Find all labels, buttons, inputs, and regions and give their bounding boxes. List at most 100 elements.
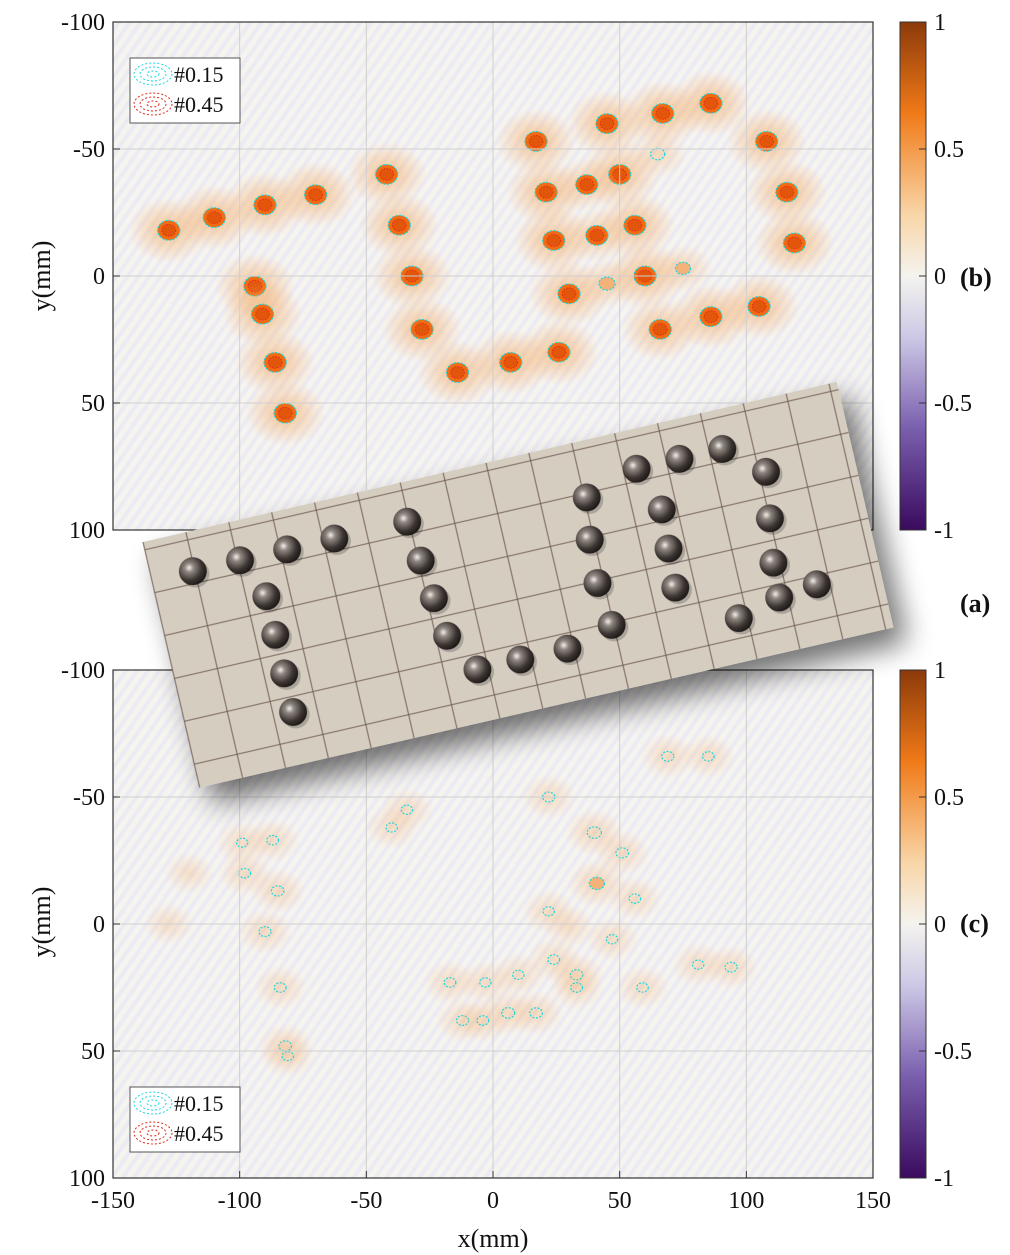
photo-grid-line [785, 393, 844, 640]
colorbar-tick-label: 0 [934, 912, 946, 938]
peak-blob [252, 965, 308, 1010]
peak-blob [563, 208, 631, 263]
x-tick-label: -100 [218, 1188, 262, 1214]
steel-ball [665, 444, 694, 473]
peak-blob [495, 108, 577, 175]
peak-blob [640, 733, 696, 779]
photo-ball-array [142, 381, 894, 788]
panel-label-b: (b) [960, 263, 992, 292]
x-tick-label: 150 [855, 1188, 891, 1214]
peak-blob [379, 787, 434, 832]
steel-ball [252, 582, 281, 611]
legend-swatch-high-b [133, 92, 173, 116]
steel-ball [393, 507, 422, 536]
peak-blob [746, 159, 828, 226]
legend-swatch-low-b [133, 62, 173, 86]
steel-ball [433, 621, 462, 650]
steel-ball [419, 584, 448, 613]
legend-label-low-c: #0.15 [174, 1091, 224, 1116]
steel-ball [506, 645, 535, 674]
steel-ball [622, 454, 651, 483]
colorbar-tick-label: -1 [934, 1166, 954, 1192]
x-tick-labels-c: -150 -100 -50 0 50 100 150 [91, 1188, 891, 1214]
peak-blob [753, 210, 835, 276]
colorbar-tick-label: -1 [934, 518, 954, 544]
steel-ball [755, 504, 784, 533]
peak-blob [615, 965, 670, 1010]
steel-ball [273, 535, 302, 564]
peak-blob [518, 319, 600, 386]
x-tick-label: 50 [608, 1188, 632, 1214]
photo-grid-line [174, 517, 869, 680]
peak-blob [542, 904, 596, 949]
peak-blob [576, 258, 638, 309]
panel-label-c: (c) [960, 909, 989, 938]
legend-box-b [129, 57, 241, 124]
colorbar-tick-label: -0.5 [934, 1039, 972, 1065]
legend-swatch-low-c [133, 1091, 173, 1115]
steel-ball [553, 634, 582, 663]
peak-blob [237, 909, 293, 955]
steel-ball [751, 457, 780, 486]
colorbar-ticks-b: 1 0.5 0 -0.5 -1 [919, 10, 972, 544]
y-tick-label: -50 [73, 137, 105, 163]
y-tick-label: 0 [93, 912, 105, 938]
y-tick-label: -100 [61, 10, 105, 36]
panel-b-heatmap: -100 -50 0 50 100 y(mm) #0.15 #0.45 1 0.5 0 -0.… [27, 10, 992, 544]
colorbar-tick-label: 0.5 [934, 785, 964, 811]
peak-blob [585, 917, 639, 962]
peak-blob [653, 244, 713, 293]
steel-ball [765, 583, 794, 612]
colorbar-tick-label: -0.5 [934, 391, 972, 417]
steel-ball [572, 483, 601, 512]
photo-grid-line [571, 442, 630, 689]
y-axis-label-b: y(mm) [27, 241, 56, 312]
peak-blob [549, 965, 604, 1010]
legend-box-c [129, 1086, 241, 1153]
photo-grid-line [828, 383, 887, 630]
colorbar-tick-label: 0.5 [934, 137, 964, 163]
x-tick-label: 0 [487, 1188, 499, 1214]
peak-blob [508, 990, 564, 1036]
legend-swatch-high-c [133, 1121, 173, 1145]
y-tick-labels-b: -100 -50 0 50 100 [61, 10, 120, 544]
photo-grid-line [144, 388, 839, 551]
photo-balls [178, 434, 834, 729]
peak-blob [244, 380, 326, 447]
legend-label-low-b: #0.15 [174, 62, 224, 87]
y-tick-label: 50 [81, 391, 105, 417]
photo-grid-line [164, 474, 859, 637]
peak-blob [628, 130, 687, 178]
steel-ball [802, 570, 831, 599]
photo-grid-line [184, 560, 879, 722]
photo-grid-line [142, 541, 201, 788]
peak-blob [671, 942, 726, 987]
photo-board [143, 381, 894, 788]
colorbar-tick-label: 0 [934, 264, 946, 290]
steel-ball [661, 573, 690, 602]
steel-ball [708, 434, 737, 463]
steel-ball [654, 534, 683, 563]
x-tick-label: 100 [728, 1188, 764, 1214]
steel-ball [270, 659, 299, 688]
photo-grid-line [356, 492, 415, 739]
colorbar-ticks-c: 1 0.5 0 -0.5 -1 [919, 658, 972, 1192]
legend-label-high-b: #0.45 [174, 92, 224, 117]
steel-ball [178, 557, 207, 586]
y-tick-label: 100 [69, 1166, 105, 1192]
y-tick-label: 100 [69, 518, 105, 544]
steel-ball [724, 604, 753, 633]
legend-c: #0.15 #0.45 [129, 1086, 241, 1153]
peak-blob [621, 297, 700, 361]
steel-ball [463, 655, 492, 684]
steel-ball [320, 524, 349, 553]
legend-b: #0.15 #0.45 [129, 57, 241, 124]
steel-ball [406, 546, 435, 575]
peak-blob [594, 830, 651, 876]
x-tick-label: -50 [350, 1188, 382, 1214]
steel-ball [583, 569, 612, 598]
panel-label-a: (a) [960, 589, 990, 618]
y-axis-label-c: y(mm) [27, 887, 56, 958]
steel-ball [226, 546, 255, 575]
